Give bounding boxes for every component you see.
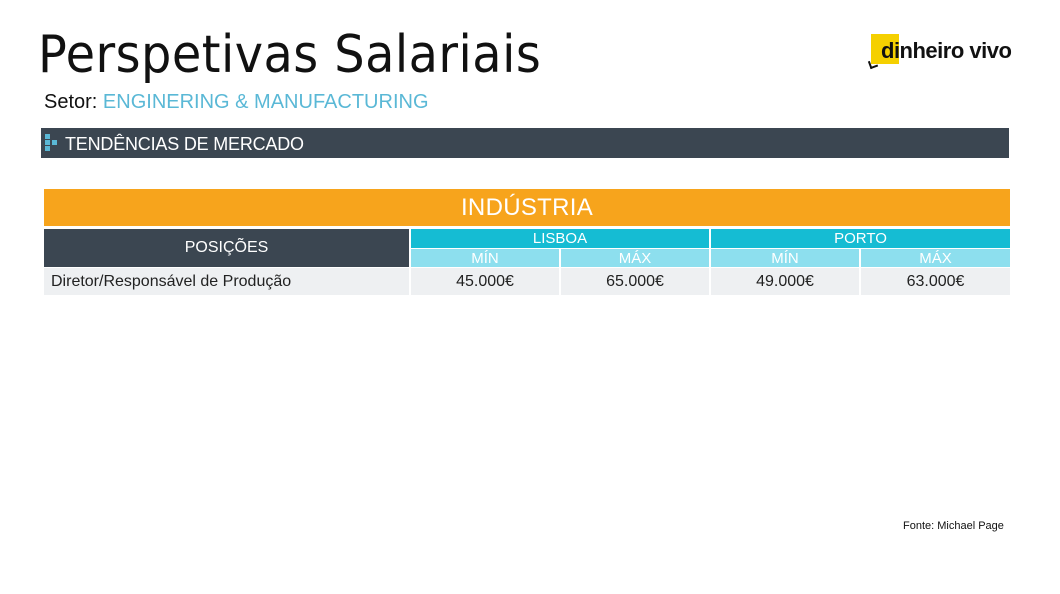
table-cell-lisboa-max: 65.000€ (561, 268, 709, 295)
salary-table: INDÚSTRIA POSIÇÕES LISBOA PORTO MÍN MÁX … (44, 189, 1010, 295)
table-cell-porto-min: 49.000€ (711, 268, 859, 295)
city-header-lisboa: LISBOA (411, 229, 709, 248)
logo-square (871, 34, 899, 64)
table-row-position: Diretor/Responsável de Produção (44, 268, 409, 295)
page-title: Perspetivas Salariais (38, 25, 542, 85)
logo-text: dinheiro vivo (881, 38, 1012, 63)
source-note: Fonte: Michael Page (903, 520, 1004, 532)
lisboa-min-header: MÍN (411, 249, 559, 267)
porto-min-header: MÍN (711, 249, 859, 267)
table-cell-lisboa-min: 45.000€ (411, 268, 559, 295)
section-bar-label: TENDÊNCIAS DE MERCADO (65, 134, 304, 154)
section-bar: TENDÊNCIAS DE MERCADO (41, 128, 1009, 158)
lisboa-max-header: MÁX (561, 249, 709, 267)
dinheiro-vivo-logo: dinheiro vivo (867, 34, 1012, 70)
city-header-porto: PORTO (711, 229, 1010, 248)
table-cell-porto-max: 63.000€ (861, 268, 1010, 295)
table-grid: POSIÇÕES LISBOA PORTO MÍN MÁX MÍN MÁX Di… (44, 229, 1010, 295)
sector-value: ENGINERING & MANUFACTURING (102, 91, 429, 113)
positions-header: POSIÇÕES (44, 229, 409, 267)
porto-max-header: MÁX (861, 249, 1010, 267)
table-band-title: INDÚSTRIA (44, 189, 1010, 226)
sector-label: Setor: (44, 91, 98, 113)
dots-icon (45, 134, 59, 152)
sector-line: Setor: ENGINERING & MANUFACTURING (44, 90, 429, 114)
